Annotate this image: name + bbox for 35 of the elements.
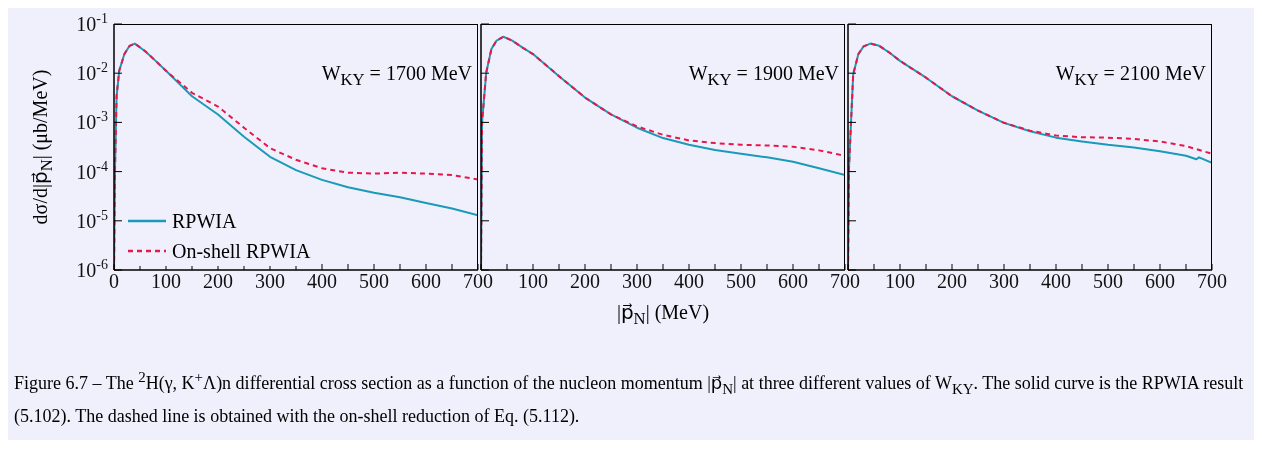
x-tick-label: 500 xyxy=(1093,270,1123,292)
y-tick-label: 10$^{-4}$ xyxy=(76,158,108,183)
y-tick-label: 10$^{-3}$ xyxy=(76,109,108,134)
x-tick-label: 200 xyxy=(937,270,967,292)
x-tick-label: 200 xyxy=(570,270,600,292)
x-tick-label: 200 xyxy=(203,270,233,292)
x-tick-label: 700 xyxy=(1197,270,1227,292)
y-tick-label: 10$^{-6}$ xyxy=(76,257,108,281)
x-tick-label: 400 xyxy=(674,270,704,292)
x-tick-label: 600 xyxy=(778,270,808,292)
x-tick-label: 0 xyxy=(109,270,119,292)
annotation: W$_{KY}$ = 1700 MeV xyxy=(321,62,472,90)
x-tick-label: 700 xyxy=(830,270,860,292)
legend-label: On-shell RPWIA xyxy=(172,239,311,263)
annotation: W$_{KY}$ = 2100 MeV xyxy=(1055,62,1206,90)
x-tick-label: 500 xyxy=(359,270,389,292)
x-tick-label: 300 xyxy=(255,270,285,292)
x-tick-label: 300 xyxy=(622,270,652,292)
text: Figure 6.7 – The $^{2}$H(γ, K$^{+}$Λ)n differential cross section as a function of the nucleon momentum |p⃗$_{N}$| at three different values of W$_{KY}$. The solid curve is the RPWIA result (5.102). The dashed line is obtained with the on-shell reduction of Eq. (5.112). xyxy=(14,369,1244,426)
y-tick-label: 10$^{-1}$ xyxy=(76,11,108,35)
x-tick-label: 100 xyxy=(885,270,915,292)
x-tick-label: 700 xyxy=(463,270,493,292)
x-tick-label: 400 xyxy=(1041,270,1071,292)
legend-label: RPWIA xyxy=(172,209,237,233)
annotation: W$_{KY}$ = 1900 MeV xyxy=(688,62,839,90)
x-tick-label: 400 xyxy=(307,270,337,292)
x-tick-label: 500 xyxy=(726,270,756,292)
x-tick-label: 100 xyxy=(518,270,548,292)
x-tick-label: 300 xyxy=(989,270,1019,292)
x-tick-label: 600 xyxy=(1145,270,1175,292)
x-axis-title: |p⃗$_{N}$| (MeV) xyxy=(616,300,710,329)
x-tick-label: 100 xyxy=(151,270,181,292)
x-tick-label: 600 xyxy=(411,270,441,292)
y-tick-label: 10$^{-2}$ xyxy=(76,60,108,85)
y-tick-label: 10$^{-5}$ xyxy=(76,207,108,232)
